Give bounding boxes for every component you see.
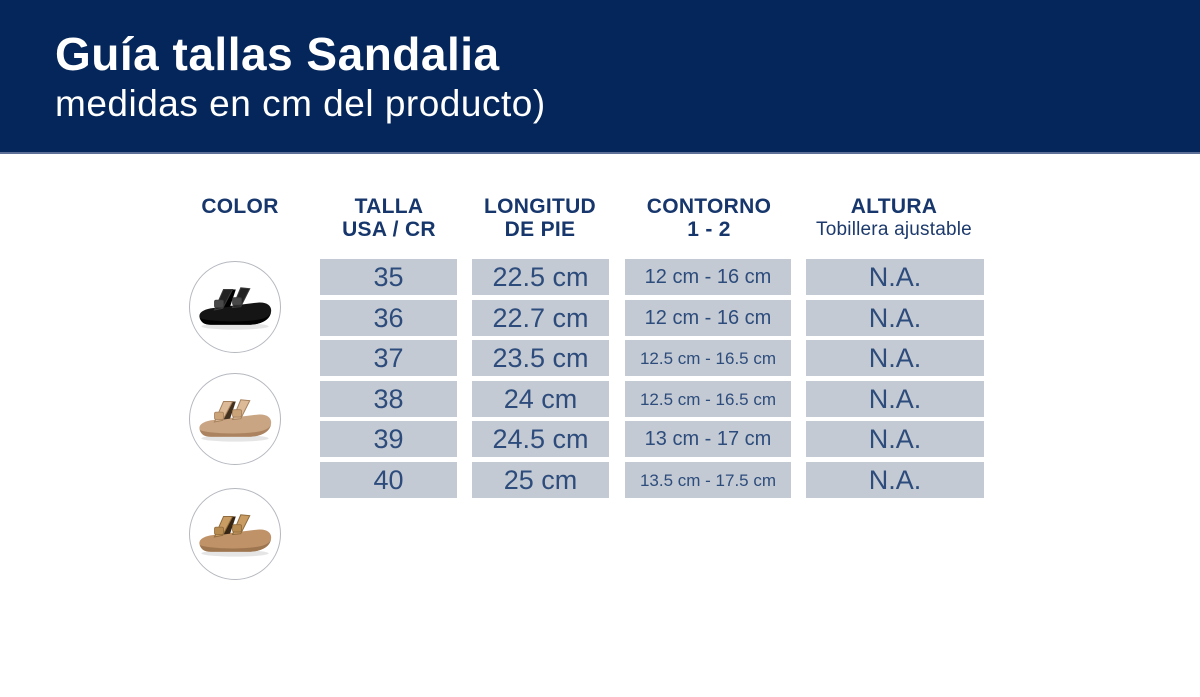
column-header-sublabel: USA / CR	[342, 218, 436, 241]
column-header-label: CONTORNO	[646, 195, 772, 218]
sandal-illustration	[199, 286, 272, 330]
column-header-label: LONGITUD	[483, 195, 597, 218]
table-row: 39 24.5 cm 13 cm - 17 cm N.A.	[0, 421, 1200, 457]
table-row: 40 25 cm 13.5 cm - 17.5 cm N.A.	[0, 462, 1200, 498]
column-header-altura: ALTURA Tobillera ajustable	[774, 196, 1014, 241]
sandal-front-buckle	[214, 411, 224, 420]
cell-contorno: 13.5 cm - 17.5 cm	[625, 462, 791, 498]
table-row: 38 24 cm 12.5 cm - 16.5 cm N.A.	[0, 381, 1200, 417]
column-header-sublabel: DE PIE	[504, 218, 576, 241]
cell-talla: 36	[320, 300, 457, 336]
cell-longitud-de-pie: 22.5 cm	[472, 259, 609, 295]
cell-talla: 35	[320, 259, 457, 295]
cell-contorno: 12 cm - 16 cm	[625, 259, 791, 295]
cell-longitud-de-pie: 25 cm	[472, 462, 609, 498]
column-header-sublabel: Tobillera ajustable	[816, 219, 972, 240]
product-photo-sandalia-beige	[189, 373, 281, 465]
cell-talla: 38	[320, 381, 457, 417]
cell-longitud-de-pie: 24 cm	[472, 381, 609, 417]
sandal-shadow	[201, 322, 269, 330]
cell-contorno: 12.5 cm - 16.5 cm	[625, 340, 791, 376]
table-row: 37 23.5 cm 12.5 cm - 16.5 cm N.A.	[0, 340, 1200, 376]
page-subtitle: medidas en cm del producto)	[55, 83, 546, 124]
sandal-illustration	[199, 513, 272, 557]
sandal-illustration	[199, 398, 272, 442]
column-header-label: TALLA	[354, 195, 424, 218]
cell-talla: 40	[320, 462, 457, 498]
sandal-front-buckle	[214, 299, 224, 308]
cell-longitud-de-pie: 23.5 cm	[472, 340, 609, 376]
column-header-talla: TALLA USA / CR	[289, 195, 489, 242]
sandal-strap-gap	[223, 515, 236, 534]
cell-altura: N.A.	[806, 381, 984, 417]
sandal-strap-gap	[223, 400, 236, 419]
column-header-sublabel: 1 - 2	[687, 218, 731, 241]
cell-altura: N.A.	[806, 340, 984, 376]
cell-talla: 39	[320, 421, 457, 457]
cell-altura: N.A.	[806, 300, 984, 336]
page-title: Guía tallas Sandalia	[55, 28, 500, 80]
sandal-back-buckle	[232, 523, 242, 532]
sandal-back-buckle	[232, 408, 242, 417]
table-row: 36 22.7 cm 12 cm - 16 cm N.A.	[0, 300, 1200, 336]
sandal-back-buckle	[232, 296, 242, 305]
cell-longitud-de-pie: 24.5 cm	[472, 421, 609, 457]
column-header-contorno: CONTORNO 1 - 2	[609, 195, 809, 242]
cell-altura: N.A.	[806, 462, 984, 498]
table-row: 35 22.5 cm 12 cm - 16 cm N.A.	[0, 259, 1200, 295]
column-header-color: COLOR	[140, 196, 340, 218]
cell-longitud-de-pie: 22.7 cm	[472, 300, 609, 336]
cell-contorno: 12.5 cm - 16.5 cm	[625, 381, 791, 417]
sandal-sole-bottom	[199, 423, 272, 437]
product-photo-sandalia-camel	[189, 488, 281, 580]
cell-altura: N.A.	[806, 259, 984, 295]
column-header-label: COLOR	[201, 195, 279, 218]
product-photo-sandalia-negra	[189, 261, 281, 353]
header-band: Guía tallas Sandalia medidas en cm del p…	[0, 0, 1200, 154]
cell-altura: N.A.	[806, 421, 984, 457]
sandal-sole-bottom	[199, 538, 272, 552]
cell-contorno: 12 cm - 16 cm	[625, 300, 791, 336]
sandal-shadow	[201, 549, 269, 557]
column-header-longitud-de-pie: LONGITUD DE PIE	[440, 195, 640, 242]
sandal-shadow	[201, 434, 269, 442]
column-header-label: ALTURA	[850, 195, 938, 218]
sandal-strap-gap	[223, 288, 236, 307]
sandal-front-buckle	[214, 526, 224, 535]
cell-contorno: 13 cm - 17 cm	[625, 421, 791, 457]
cell-talla: 37	[320, 340, 457, 376]
sandal-sole-bottom	[199, 311, 272, 325]
